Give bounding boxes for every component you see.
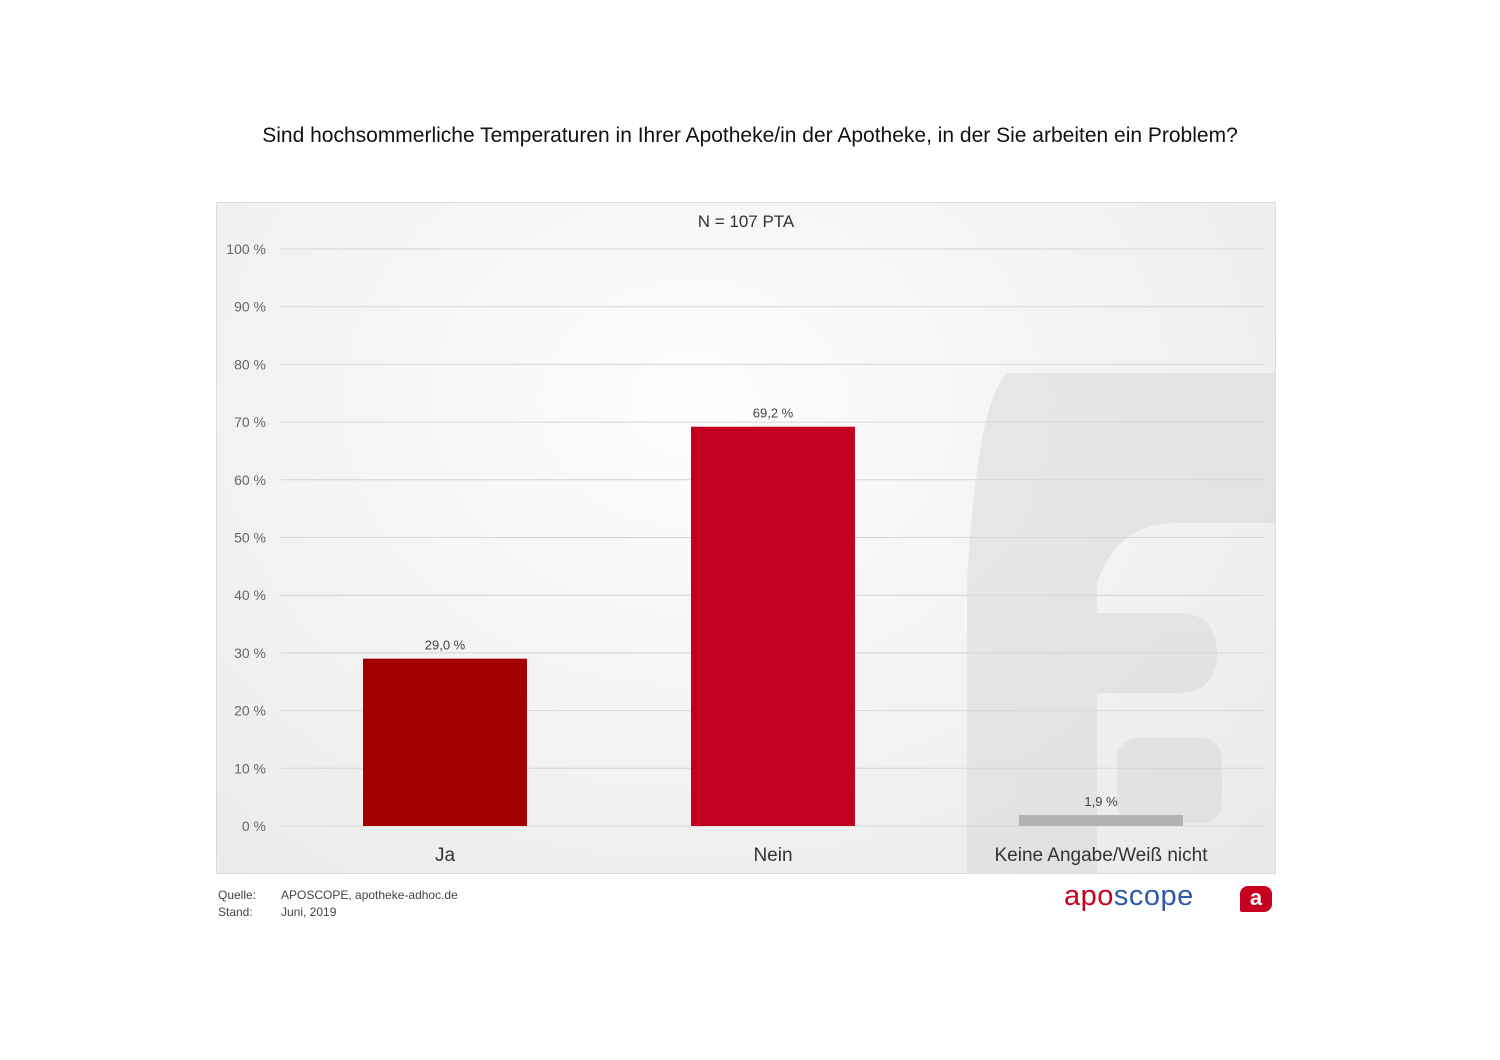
brand-scope: scope	[1113, 880, 1194, 912]
y-tick-label: 20 %	[234, 703, 266, 719]
x-tick-label: Ja	[435, 845, 456, 866]
y-tick-label: 80 %	[234, 356, 266, 372]
y-tick-label: 100 %	[226, 241, 266, 257]
x-tick-label: Nein	[753, 845, 792, 866]
brand-logo: aposcope	[1064, 880, 1194, 913]
data-label: 69,2 %	[753, 406, 794, 421]
data-label: 1,9 %	[1084, 794, 1118, 809]
data-label: 29,0 %	[425, 638, 466, 653]
bar	[1019, 815, 1183, 826]
y-tick-label: 50 %	[234, 530, 266, 546]
bar-chart: 0 % 10 % 20 % 30 % 40 % 50 % 60 % 70 % 80 % 90 % 1…	[226, 241, 1265, 866]
date-value: Juni, 2019	[281, 905, 337, 919]
date-label: Stand:	[218, 905, 253, 919]
brand-badge-icon: a	[1240, 886, 1272, 912]
y-tick-label: 90 %	[234, 299, 266, 315]
chart-panel: N = 107 PTA 0 % 10 % 20 % 30 % 40 % 50 % 60 % 7…	[216, 202, 1276, 874]
watermark-logo-icon	[967, 373, 1275, 873]
bar	[691, 426, 855, 826]
bar	[363, 658, 527, 826]
source-value: APOSCOPE, apotheke-adhoc.de	[281, 888, 458, 902]
y-tick-label: 40 %	[234, 587, 266, 603]
y-tick-label: 0 %	[242, 818, 266, 834]
y-tick-label: 60 %	[234, 472, 266, 488]
sample-size: N = 107 PTA	[697, 212, 795, 231]
chart-title: Sind hochsommerliche Temperaturen in Ihr…	[262, 124, 1238, 147]
y-tick-label: 70 %	[234, 414, 266, 430]
x-tick-label: Keine Angabe/Weiß nicht	[994, 845, 1208, 866]
source-label: Quelle:	[218, 888, 257, 902]
y-tick-label: 10 %	[234, 760, 266, 776]
y-tick-label: 30 %	[234, 645, 266, 661]
brand-apo: apo	[1064, 880, 1114, 912]
footer: Quelle: APOSCOPE, apotheke-adhoc.de Stan…	[218, 887, 458, 921]
